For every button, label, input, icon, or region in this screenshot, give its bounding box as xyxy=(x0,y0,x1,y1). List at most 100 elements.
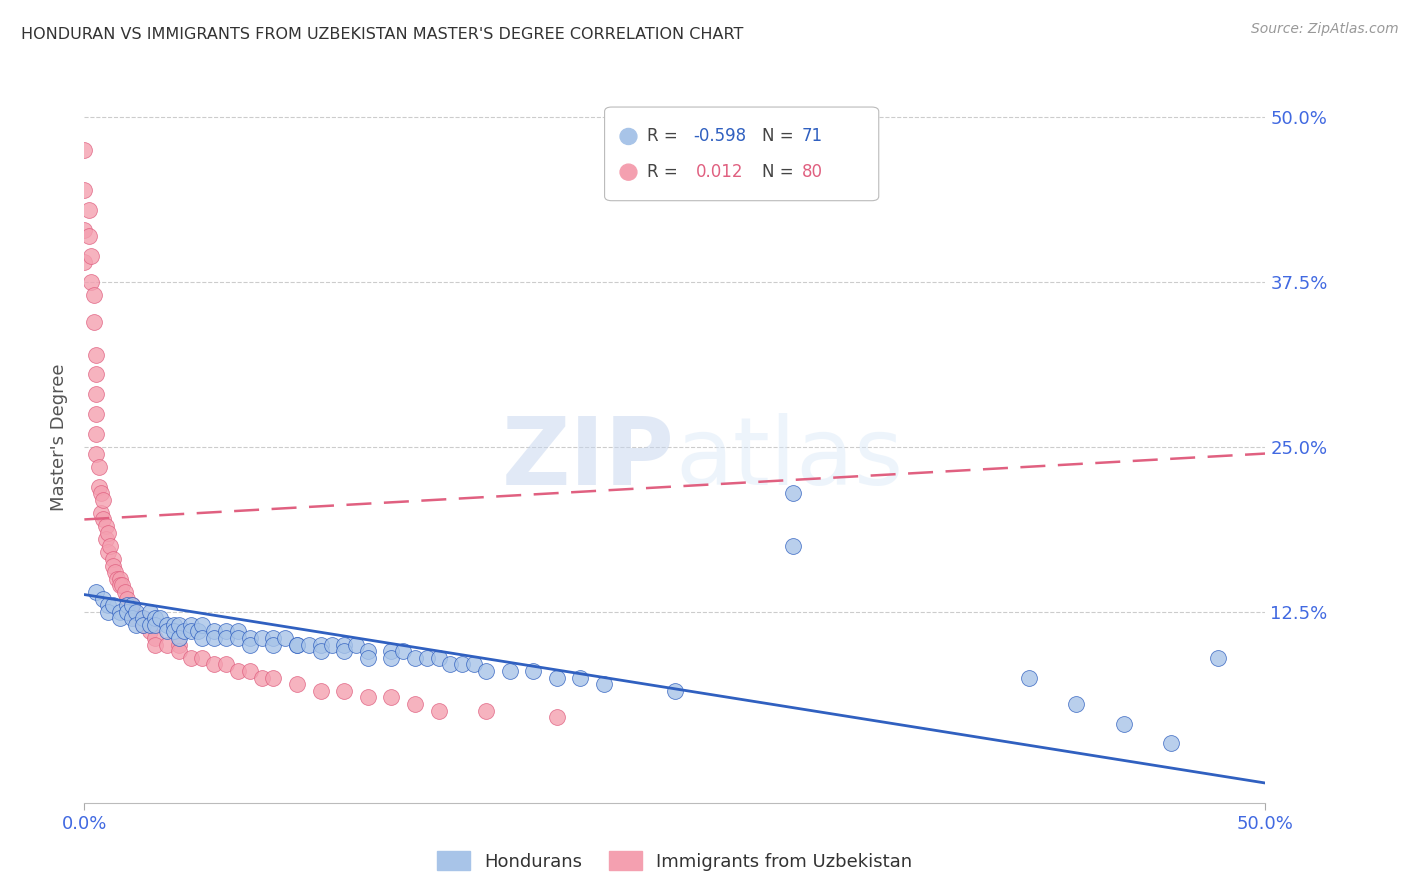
Point xyxy=(143,638,166,652)
Point xyxy=(250,631,273,645)
Point xyxy=(98,539,121,553)
Point xyxy=(569,671,592,685)
Point xyxy=(180,618,202,632)
Point xyxy=(262,638,284,652)
Point xyxy=(226,624,249,639)
Point xyxy=(593,677,616,691)
Point xyxy=(121,598,143,612)
Point xyxy=(451,657,474,672)
Point xyxy=(202,624,225,639)
Point xyxy=(73,255,96,269)
Point xyxy=(94,533,117,547)
Point xyxy=(84,348,107,362)
Point xyxy=(108,605,131,619)
Point xyxy=(101,598,124,612)
Point xyxy=(97,545,120,559)
Point xyxy=(149,611,172,625)
Point xyxy=(321,638,343,652)
Text: R =: R = xyxy=(647,163,683,181)
Point xyxy=(285,638,308,652)
Point xyxy=(167,644,190,658)
Text: ZIP: ZIP xyxy=(502,413,675,505)
Point xyxy=(357,650,380,665)
Point xyxy=(87,459,110,474)
Point xyxy=(239,664,262,678)
Point xyxy=(115,598,138,612)
Point xyxy=(91,492,114,507)
Text: Source: ZipAtlas.com: Source: ZipAtlas.com xyxy=(1251,22,1399,37)
Point xyxy=(121,598,143,612)
Point xyxy=(357,644,380,658)
Point xyxy=(173,624,195,639)
Point xyxy=(84,426,107,441)
Text: 80: 80 xyxy=(801,163,823,181)
Point xyxy=(167,638,190,652)
Point xyxy=(463,657,485,672)
Point xyxy=(262,671,284,685)
Point xyxy=(121,605,143,619)
Point xyxy=(202,657,225,672)
Point xyxy=(121,611,143,625)
Point xyxy=(215,624,238,639)
Point xyxy=(191,650,214,665)
Point xyxy=(139,618,162,632)
Text: N =: N = xyxy=(762,128,799,145)
Point xyxy=(163,618,186,632)
Point xyxy=(167,618,190,632)
Point xyxy=(392,644,415,658)
Point xyxy=(108,572,131,586)
Point xyxy=(80,275,103,289)
Point xyxy=(90,506,112,520)
Point xyxy=(309,644,332,658)
Point xyxy=(380,650,402,665)
Point xyxy=(404,650,426,665)
Point xyxy=(475,704,498,718)
Point xyxy=(101,552,124,566)
Point xyxy=(180,624,202,639)
Point xyxy=(108,578,131,592)
Point xyxy=(664,683,686,698)
Point xyxy=(84,387,107,401)
Point xyxy=(125,611,148,625)
Point xyxy=(215,631,238,645)
Point xyxy=(115,605,138,619)
Point xyxy=(498,664,520,678)
Point xyxy=(139,605,162,619)
Point xyxy=(226,664,249,678)
Point xyxy=(101,558,124,573)
Point xyxy=(132,618,155,632)
Point xyxy=(202,631,225,645)
Point xyxy=(416,650,439,665)
Point xyxy=(84,585,107,599)
Point xyxy=(191,631,214,645)
Point xyxy=(97,598,120,612)
Point xyxy=(427,650,450,665)
Legend: Hondurans, Immigrants from Uzbekistan: Hondurans, Immigrants from Uzbekistan xyxy=(430,844,920,878)
Point xyxy=(163,624,186,639)
Point xyxy=(83,288,105,302)
Point xyxy=(132,611,155,625)
Point xyxy=(215,657,238,672)
Point xyxy=(333,644,356,658)
Point xyxy=(298,638,321,652)
Point xyxy=(522,664,544,678)
Point xyxy=(285,638,308,652)
Point xyxy=(104,565,127,579)
Point xyxy=(1066,697,1088,711)
Point xyxy=(782,539,804,553)
Point xyxy=(782,486,804,500)
Point xyxy=(108,611,131,625)
Point xyxy=(111,578,134,592)
Point xyxy=(143,611,166,625)
Point xyxy=(285,677,308,691)
Point xyxy=(84,368,107,382)
Point xyxy=(143,618,166,632)
Point xyxy=(274,631,297,645)
Point xyxy=(90,486,112,500)
Point xyxy=(333,683,356,698)
Point xyxy=(262,631,284,645)
Point xyxy=(380,690,402,705)
Point xyxy=(73,183,96,197)
Point xyxy=(439,657,461,672)
Point xyxy=(1206,650,1229,665)
